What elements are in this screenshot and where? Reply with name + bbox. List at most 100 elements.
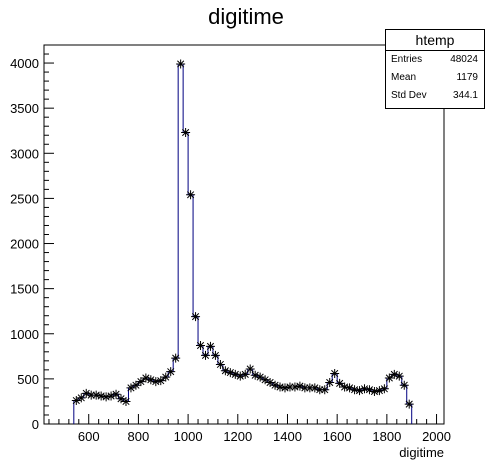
y-tick-label: 3500 bbox=[10, 101, 39, 116]
data-point-marker bbox=[91, 390, 101, 400]
data-point-marker bbox=[325, 377, 335, 387]
stddev-label: Std Dev bbox=[391, 90, 427, 101]
y-tick-label: 4000 bbox=[10, 56, 39, 71]
data-point-marker bbox=[300, 383, 310, 393]
data-markers bbox=[71, 59, 414, 409]
data-point-marker bbox=[265, 377, 275, 387]
data-point-marker bbox=[111, 389, 121, 399]
data-point-marker bbox=[275, 382, 285, 392]
y-tick-label: 0 bbox=[32, 417, 39, 432]
data-point-marker bbox=[131, 380, 141, 390]
data-point-marker bbox=[215, 359, 225, 369]
y-tick-label: 1500 bbox=[10, 282, 39, 297]
x-tick-label: 1800 bbox=[372, 429, 401, 444]
data-point-marker bbox=[315, 385, 325, 395]
stddev-value: 344.1 bbox=[452, 90, 478, 101]
stats-title: htemp bbox=[386, 30, 484, 51]
data-point-marker bbox=[255, 372, 265, 382]
entries-value: 48024 bbox=[450, 54, 478, 65]
data-point-marker bbox=[345, 383, 355, 393]
data-point-marker bbox=[240, 369, 250, 379]
data-point-marker bbox=[196, 340, 206, 350]
mean-label: Mean bbox=[391, 72, 417, 83]
data-point-marker bbox=[101, 392, 111, 402]
data-point-marker bbox=[141, 373, 151, 383]
x-tick-label: 800 bbox=[128, 429, 150, 444]
data-point-marker bbox=[235, 371, 245, 381]
x-tick-label: 1000 bbox=[174, 429, 203, 444]
plot-frame bbox=[43, 44, 445, 425]
data-point-marker bbox=[176, 59, 186, 69]
data-point-marker bbox=[156, 376, 166, 386]
data-point-marker bbox=[369, 387, 379, 397]
data-point-marker bbox=[96, 391, 106, 401]
data-point-marker bbox=[71, 396, 81, 406]
y-tick-label: 500 bbox=[17, 372, 39, 387]
data-point-marker bbox=[245, 364, 255, 374]
data-point-marker bbox=[126, 383, 136, 393]
data-point-marker bbox=[399, 380, 409, 390]
data-point-marker bbox=[355, 386, 365, 396]
data-point-marker bbox=[285, 382, 295, 392]
x-axis-label: digitime bbox=[399, 445, 444, 460]
entries-label: Entries bbox=[391, 54, 423, 65]
x-tick-label: 600 bbox=[78, 429, 100, 444]
data-point-marker bbox=[379, 384, 389, 394]
data-point-marker bbox=[340, 382, 350, 392]
data-point-marker bbox=[230, 369, 240, 379]
data-point-marker bbox=[364, 385, 374, 395]
y-tick-label: 2500 bbox=[10, 191, 39, 206]
data-point-marker bbox=[200, 350, 210, 360]
data-point-marker bbox=[404, 399, 414, 409]
data-point-marker bbox=[389, 369, 399, 379]
data-point-marker bbox=[166, 367, 176, 377]
chart-title: digitime bbox=[208, 4, 284, 29]
data-point-marker bbox=[384, 373, 394, 383]
plot-area-border bbox=[43, 44, 445, 425]
data-point-marker bbox=[220, 366, 230, 376]
y-tick-label: 1000 bbox=[10, 327, 39, 342]
data-point-marker bbox=[186, 190, 196, 200]
axis-ticks: 600 800 1000 1200 1400 1600 1800 2000 0 500 1000 15… bbox=[10, 44, 451, 444]
histogram-series bbox=[73, 63, 413, 424]
data-point-marker bbox=[106, 391, 116, 401]
data-point-marker bbox=[359, 384, 369, 394]
data-point-marker bbox=[181, 128, 191, 138]
data-point-marker bbox=[330, 368, 340, 378]
data-point-marker bbox=[374, 386, 384, 396]
data-point-marker bbox=[210, 350, 220, 360]
data-point-marker bbox=[171, 353, 181, 363]
mean-value: 1179 bbox=[456, 72, 478, 83]
data-point-marker bbox=[116, 394, 126, 404]
x-tick-label: 1400 bbox=[273, 429, 302, 444]
data-point-marker bbox=[250, 370, 260, 380]
data-point-marker bbox=[260, 375, 270, 385]
data-point-marker bbox=[225, 368, 235, 378]
stats-row-mean: Mean 1179 bbox=[386, 69, 484, 87]
y-tick-label: 2000 bbox=[10, 237, 39, 252]
data-point-marker bbox=[81, 388, 91, 398]
data-point-marker bbox=[320, 385, 330, 395]
data-point-marker bbox=[136, 377, 146, 387]
stats-row-entries: Entries 48024 bbox=[386, 51, 484, 69]
data-point-marker bbox=[205, 341, 215, 351]
stats-box: htemp Entries 48024 Mean 1179 Std Dev 34… bbox=[385, 29, 485, 109]
data-point-marker bbox=[146, 375, 156, 385]
data-point-marker bbox=[161, 372, 171, 382]
data-point-marker bbox=[394, 371, 404, 381]
data-point-marker bbox=[86, 390, 96, 400]
data-point-marker bbox=[280, 383, 290, 393]
histogram-outline bbox=[73, 63, 413, 424]
data-point-marker bbox=[295, 381, 305, 391]
data-point-marker bbox=[191, 312, 201, 322]
data-point-marker bbox=[270, 380, 280, 390]
data-point-marker bbox=[76, 393, 86, 403]
data-point-marker bbox=[305, 383, 315, 393]
data-point-marker bbox=[310, 383, 320, 393]
data-point-marker bbox=[121, 396, 131, 406]
x-tick-label: 2000 bbox=[422, 429, 451, 444]
x-tick-label: 1200 bbox=[223, 429, 252, 444]
data-point-marker bbox=[335, 378, 345, 388]
data-point-marker bbox=[350, 385, 360, 395]
